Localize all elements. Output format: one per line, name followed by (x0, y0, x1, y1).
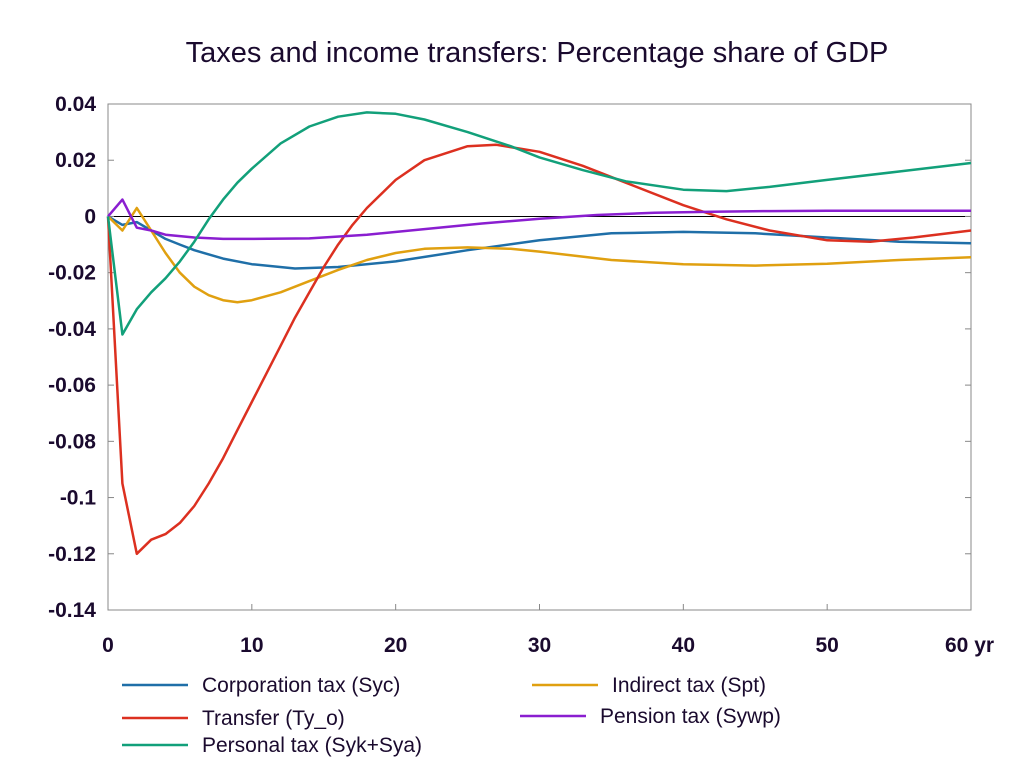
series-line-pension-tax-sywp (107, 198, 971, 241)
y-tick-label: -0.02 (48, 262, 96, 285)
series-lines (106, 111, 972, 556)
x-tick-label: 20 (384, 634, 407, 657)
y-tick-label: -0.08 (48, 430, 96, 453)
y-tick-label: 0.02 (55, 149, 96, 172)
legend: Corporation tax (Syc) Indirect tax (Spt) T… (122, 674, 781, 757)
x-tick-label: 50 (815, 634, 838, 657)
y-tick-label: -0.14 (48, 599, 96, 622)
x-tick-label: 10 (240, 634, 263, 657)
x-tick-label: 60 yr (945, 634, 994, 657)
y-axis: 0.04 0.02 0 -0.02 -0.04 -0.06 -0.08 -0.1 -0.12 -0… (48, 93, 971, 622)
plot-frame (107, 103, 972, 611)
y-tick-label: -0.06 (48, 374, 96, 397)
x-axis: 0 10 20 30 40 50 60 yr (102, 604, 994, 657)
series-line-indirect-tax-spt (107, 206, 972, 304)
chart-title: Taxes and income transfers: Percentage s… (186, 37, 889, 69)
y-tick-label: 0 (84, 205, 96, 228)
legend-label-pension-tax-sywp: Pension tax (Sywp) (600, 705, 781, 728)
x-tick-label: 30 (528, 634, 551, 657)
legend-label-personal-tax-syk-sya: Personal tax (Syk+Sya) (202, 734, 422, 757)
y-tick-label: -0.12 (48, 543, 96, 566)
series-line-personal-tax-syk-sya (106, 111, 972, 336)
legend-label-indirect-tax-spt: Indirect tax (Spt) (612, 674, 766, 697)
x-tick-label: 0 (102, 634, 114, 657)
legend-label-transfer-ty-o: Transfer (Ty_o) (202, 707, 345, 730)
series-line-transfer-ty-o (106, 143, 972, 556)
y-tick-label: -0.04 (48, 318, 96, 341)
y-tick-label: 0.04 (55, 93, 96, 116)
series-line-corporation-tax-syc (107, 215, 972, 270)
legend-label-corporation-tax-syc: Corporation tax (Syc) (202, 674, 400, 697)
x-tick-label: 40 (672, 634, 695, 657)
y-tick-label: -0.1 (60, 487, 97, 510)
